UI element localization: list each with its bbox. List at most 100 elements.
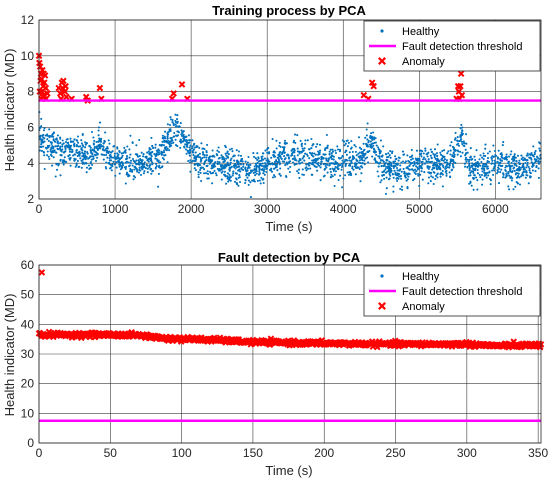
- healthy-point: [520, 175, 523, 178]
- healthy-point: [220, 165, 223, 168]
- healthy-point: [346, 139, 349, 142]
- healthy-point: [505, 172, 508, 175]
- healthy-point: [375, 160, 378, 163]
- healthy-point: [226, 150, 229, 153]
- healthy-point: [213, 155, 216, 158]
- healthy-point: [205, 156, 208, 159]
- healthy-point: [336, 145, 339, 148]
- x-tick-label: 250: [386, 446, 406, 460]
- healthy-point: [64, 147, 67, 151]
- healthy-point: [427, 158, 430, 161]
- healthy-point: [92, 157, 95, 160]
- anomaly-marker-stroke: [40, 70, 47, 78]
- healthy-point: [237, 165, 240, 168]
- healthy-point: [239, 163, 242, 166]
- healthy-point: [489, 183, 492, 186]
- healthy-point: [282, 147, 286, 150]
- healthy-point: [255, 170, 258, 173]
- healthy-point: [499, 157, 502, 161]
- healthy-point: [61, 148, 64, 151]
- healthy-point: [256, 152, 259, 155]
- healthy-point: [278, 155, 281, 158]
- healthy-point: [483, 169, 486, 172]
- healthy-point: [410, 168, 413, 171]
- healthy-point: [108, 142, 111, 145]
- healthy-point: [518, 176, 521, 179]
- healthy-point: [281, 146, 285, 149]
- healthy-point: [476, 172, 479, 175]
- healthy-point: [61, 161, 64, 164]
- healthy-point: [52, 138, 55, 141]
- healthy-point: [199, 160, 202, 163]
- healthy-point: [337, 163, 340, 166]
- healthy-point: [136, 155, 140, 158]
- healthy-point: [319, 166, 322, 169]
- healthy-point: [234, 167, 237, 170]
- healthy-point: [67, 155, 70, 158]
- healthy-point: [481, 183, 484, 186]
- healthy-point: [103, 149, 106, 152]
- healthy-point: [415, 158, 418, 162]
- healthy-point: [424, 158, 427, 161]
- healthy-point: [315, 145, 318, 148]
- healthy-point: [459, 127, 462, 130]
- y-tick-label: 2: [27, 192, 34, 206]
- healthy-point: [472, 188, 475, 191]
- healthy-point: [65, 144, 68, 147]
- healthy-point: [50, 141, 53, 144]
- healthy-point: [324, 162, 327, 166]
- healthy-point: [517, 169, 520, 172]
- healthy-point: [126, 157, 129, 160]
- healthy-point: [466, 165, 469, 168]
- healthy-point: [404, 160, 407, 163]
- healthy-point: [359, 165, 362, 168]
- healthy-point: [142, 153, 145, 156]
- healthy-point: [399, 187, 402, 190]
- healthy-point: [469, 180, 472, 183]
- healthy-point: [299, 162, 302, 165]
- healthy-point: [452, 146, 456, 150]
- healthy-point: [426, 155, 429, 158]
- healthy-point: [146, 164, 149, 167]
- healthy-point: [239, 170, 242, 173]
- healthy-point: [94, 159, 98, 162]
- healthy-point: [229, 163, 232, 166]
- healthy-point: [106, 156, 109, 159]
- healthy-point: [109, 155, 112, 158]
- healthy-point: [416, 168, 419, 171]
- healthy-point: [104, 131, 107, 134]
- healthy-point: [491, 159, 494, 162]
- healthy-point: [469, 174, 472, 177]
- healthy-point: [537, 176, 540, 179]
- healthy-point: [330, 173, 333, 176]
- healthy-point: [189, 151, 192, 154]
- healthy-point: [131, 170, 134, 173]
- healthy-point: [500, 159, 504, 162]
- healthy-point: [48, 128, 51, 131]
- healthy-point: [512, 156, 515, 159]
- healthy-point: [392, 185, 395, 188]
- healthy-point: [80, 139, 83, 142]
- healthy-point: [124, 151, 127, 154]
- healthy-point: [302, 173, 305, 176]
- healthy-point: [448, 171, 451, 174]
- healthy-point: [441, 149, 444, 153]
- x-tick-label: 100: [172, 446, 192, 460]
- healthy-point: [312, 155, 315, 158]
- healthy-point: [195, 158, 198, 161]
- healthy-point: [134, 176, 137, 179]
- healthy-point: [128, 148, 131, 151]
- healthy-point: [204, 172, 208, 175]
- healthy-point: [478, 158, 481, 161]
- healthy-point: [465, 142, 468, 145]
- healthy-point: [295, 162, 298, 166]
- healthy-point: [362, 155, 365, 159]
- healthy-point: [484, 173, 487, 176]
- healthy-point: [392, 166, 395, 169]
- healthy-point: [392, 161, 395, 164]
- healthy-point: [160, 143, 164, 146]
- healthy-point: [360, 152, 363, 155]
- healthy-point: [127, 175, 130, 178]
- healthy-point: [108, 167, 112, 170]
- x-tick-label: 6000: [482, 202, 509, 216]
